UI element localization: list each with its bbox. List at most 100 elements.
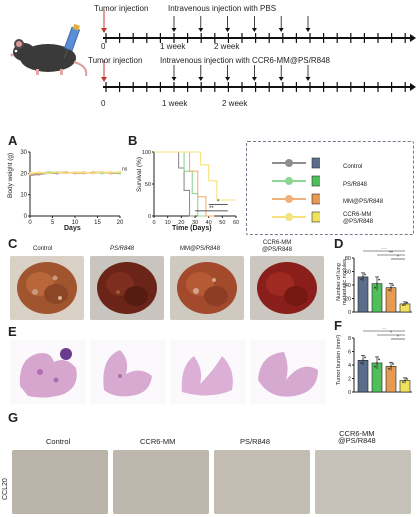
panel-letter-e: E — [8, 324, 17, 339]
d-dot — [406, 301, 408, 304]
mouse-illustration — [10, 23, 88, 77]
b-xtick-label: 30 — [192, 220, 198, 226]
timeline2-tick-0: 0 — [101, 99, 106, 108]
body-weight-xlabel: Days — [64, 225, 81, 232]
iv-arrowhead — [278, 77, 284, 81]
ihc-image-ps — [214, 450, 310, 514]
d-dot — [392, 284, 394, 287]
lung-photo-ps — [90, 256, 164, 320]
survival-xlabel: Time (Days) — [172, 225, 212, 232]
timeline1-iv-label: Intravenous injection with PBS — [168, 4, 277, 13]
f-dot — [374, 365, 376, 368]
tumor-burden-ylabel: Tumor burden (mm²) — [336, 334, 342, 386]
he-slide-control — [10, 340, 86, 404]
photo-label-control: Control — [33, 246, 53, 252]
panel-letter-g: G — [8, 410, 19, 425]
timeline2-iv-label: Intravenous injection with CCR6-MM@PS/R8… — [160, 56, 330, 65]
iv-arrowhead — [225, 77, 231, 81]
a-point — [37, 171, 41, 174]
timeline2-tick-2: 2 week — [222, 99, 248, 108]
b-series-line — [154, 151, 236, 201]
timeline1-tumor-label: Tumor injection — [94, 4, 149, 13]
d-dot — [404, 303, 406, 305]
d-dot — [402, 304, 404, 307]
legend-bar-swatch — [311, 211, 320, 223]
b-ytick-label: 100 — [142, 150, 151, 156]
panel-letter-c: C — [8, 236, 18, 251]
ihc-image-ccr6mm — [113, 450, 209, 514]
b-series-line — [154, 151, 215, 217]
a-point — [100, 171, 104, 174]
f-dot — [364, 356, 366, 359]
a-xtick-label: 20 — [117, 220, 124, 226]
b-ytick-label: 50 — [145, 182, 151, 188]
f-dot — [362, 359, 364, 362]
legend-dot — [285, 195, 293, 203]
photo-label-ps: PS/R848 — [110, 246, 135, 252]
a-sig-label: ns — [122, 166, 128, 172]
f-dot — [402, 381, 404, 384]
panel-letter-f: F — [334, 318, 342, 333]
d-dot — [362, 276, 364, 278]
f-sig-label: * — [397, 335, 399, 341]
timeline1-tick-1: 1 week — [160, 42, 186, 51]
he-slide-ps — [90, 340, 166, 404]
f-dot — [376, 362, 378, 364]
iv-arrowhead — [305, 28, 311, 32]
a-ytick-label: 0 — [24, 214, 28, 220]
d-dot — [390, 286, 392, 289]
b-xtick-label: 10 — [165, 220, 171, 226]
d-dot — [376, 282, 378, 285]
panel-letter-b: B — [128, 133, 138, 148]
he-slide-ccr6 — [250, 340, 326, 404]
timeline1-tick-2: 2 week — [214, 42, 240, 51]
iv-arrowhead — [171, 77, 177, 81]
f-ytick-label: 6 — [348, 350, 351, 356]
d-bar — [357, 276, 369, 313]
ihc-image-control — [12, 450, 108, 514]
f-ytick-label: 8 — [348, 336, 351, 342]
d-sig-label: ** — [389, 251, 393, 257]
b-xtick-label: 60 — [233, 220, 239, 226]
panel-letter-a: A — [8, 133, 18, 148]
f-ytick-label: 0 — [348, 390, 351, 396]
f-bar — [357, 359, 369, 393]
a-point — [28, 172, 32, 175]
legend-label-mm: MM@PS/R848 — [343, 199, 384, 205]
survival-chart: 0 10 20 30 40 50 60 0 50 100 *** — [142, 150, 239, 226]
f-dot — [378, 358, 380, 361]
legend-label-ccr6: CCR6-MM @PS/R848 — [343, 212, 374, 225]
legend-dot — [285, 213, 293, 221]
d-dot — [364, 273, 366, 276]
iv-arrowhead — [251, 28, 257, 32]
ihc-image-ccr6 — [315, 450, 411, 514]
b-xtick-label: 20 — [178, 220, 184, 226]
f-dot — [390, 365, 392, 368]
d-ytick-label: 80 — [345, 256, 351, 262]
a-ytick-label: 20 — [20, 171, 27, 177]
iv-arrowhead — [171, 28, 177, 32]
d-dot — [388, 289, 390, 292]
legend-box — [246, 141, 414, 235]
timeline2-tick-1: 1 week — [162, 99, 188, 108]
d-dot — [360, 278, 362, 281]
a-xtick-label: 5 — [51, 220, 55, 226]
b-series-line — [154, 151, 209, 217]
legend-bar-swatch — [311, 193, 320, 205]
body-weight-ylabel: Body weight (g) — [7, 152, 14, 198]
ihc-label-control: Control — [46, 437, 71, 446]
a-xtick-label: 0 — [28, 220, 32, 226]
d-sig-label: * — [397, 255, 399, 261]
body-weight-chart: 0 5 10 15 20 0 10 20 30 ns — [20, 150, 128, 226]
d-ytick-label: 20 — [345, 297, 351, 303]
f-dot — [388, 367, 390, 370]
iv-arrowhead — [305, 77, 311, 81]
d-sig-label: *** — [381, 248, 387, 253]
b-series-line — [154, 151, 195, 217]
lung-photo-mm — [170, 256, 244, 320]
timeline2-tumor-label: Tumor injection — [88, 56, 143, 65]
ihc-label-ccr6mm: CCR6-MM — [140, 437, 176, 446]
d-dot — [374, 286, 376, 289]
